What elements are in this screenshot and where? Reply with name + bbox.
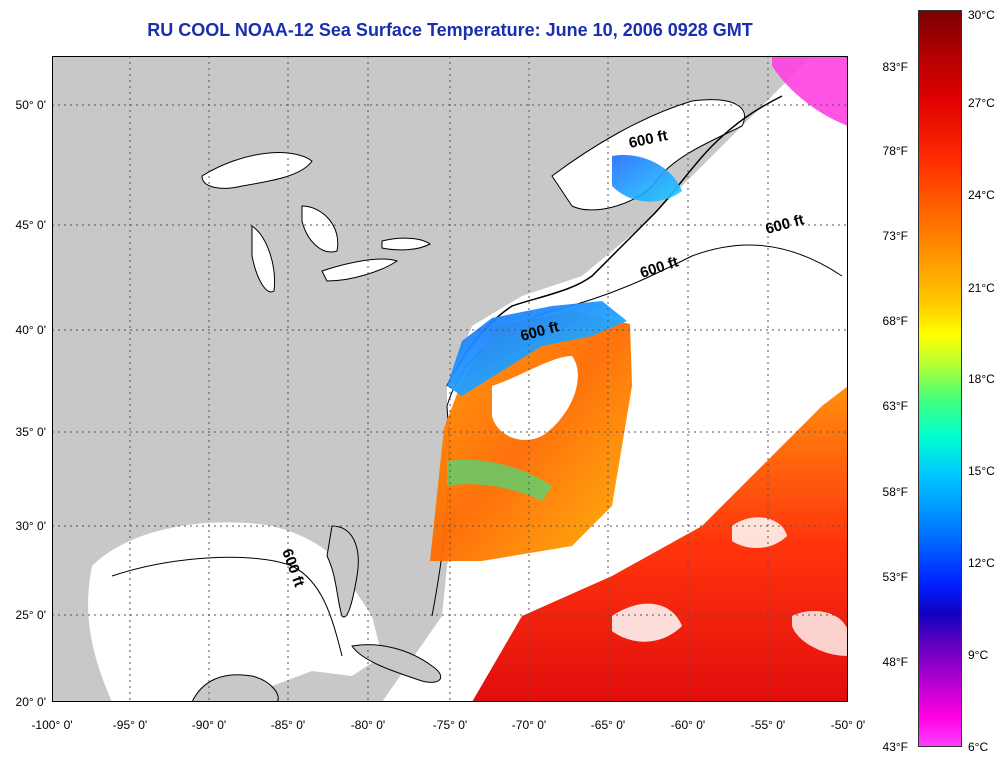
sst-swath-cloud bbox=[492, 356, 578, 440]
sst-south-hot bbox=[472, 386, 848, 702]
scale-f-43: 43°F bbox=[882, 740, 908, 754]
scale-c-21: 21°C bbox=[968, 281, 995, 295]
lat-label-35: 35° 0' bbox=[15, 425, 46, 439]
lon-label-70: -70° 0' bbox=[511, 718, 547, 732]
us-east-coastline bbox=[446, 95, 783, 387]
scale-f-63: 63°F bbox=[882, 399, 908, 413]
lon-label-80: -80° 0' bbox=[350, 718, 386, 732]
florida-land bbox=[326, 525, 359, 618]
gulf-of-mexico bbox=[88, 522, 382, 702]
scale-c-30: 30°C bbox=[968, 8, 995, 22]
scale-f-53: 53°F bbox=[882, 570, 908, 584]
scale-c-15: 15°C bbox=[968, 464, 995, 478]
lat-label-20: 20° 0' bbox=[15, 695, 46, 709]
scale-c-24: 24°C bbox=[968, 188, 995, 202]
lon-label-50: -50° 0' bbox=[830, 718, 866, 732]
lat-label-40: 40° 0' bbox=[15, 323, 46, 337]
lon-label-65: -65° 0' bbox=[590, 718, 626, 732]
cuba-land bbox=[351, 644, 442, 683]
sst-nova-scotia-cold bbox=[612, 155, 682, 202]
color-scale-bar bbox=[918, 10, 962, 747]
scale-f-68: 68°F bbox=[882, 314, 908, 328]
caribbean-land bbox=[191, 674, 279, 702]
sst-south-cloud-3 bbox=[792, 611, 848, 656]
scale-f-58: 58°F bbox=[882, 485, 908, 499]
lon-label-75: -75° 0' bbox=[432, 718, 468, 732]
scale-f-48: 48°F bbox=[882, 655, 908, 669]
scale-f-83: 83°F bbox=[882, 60, 908, 74]
lon-label-55: -55° 0' bbox=[750, 718, 786, 732]
lon-label-85: -85° 0' bbox=[270, 718, 306, 732]
lat-label-45: 45° 0' bbox=[15, 218, 46, 232]
great-lake-ontario bbox=[381, 237, 431, 251]
scale-c-18: 18°C bbox=[968, 372, 995, 386]
lat-label-25: 25° 0' bbox=[15, 608, 46, 622]
sst-south-cloud-2 bbox=[732, 517, 787, 548]
scale-f-73: 73°F bbox=[882, 229, 908, 243]
great-lake-huron bbox=[301, 205, 339, 253]
scale-c-9: 9°C bbox=[968, 648, 989, 662]
lon-label-90: -90° 0' bbox=[191, 718, 227, 732]
sst-labrador-magenta bbox=[772, 56, 848, 126]
sst-gulfstream-green bbox=[447, 459, 552, 501]
sst-swath-cold bbox=[447, 301, 627, 396]
scale-f-78: 78°F bbox=[882, 144, 908, 158]
scale-c-12: 12°C bbox=[968, 556, 995, 570]
sst-map[interactable]: 600 ft 600 ft 600 ft 600 ft 600 ft bbox=[52, 56, 848, 702]
lon-label-60: -60° 0' bbox=[670, 718, 706, 732]
lon-label-95: -95° 0' bbox=[112, 718, 148, 732]
map-title: RU COOL NOAA-12 Sea Surface Temperature:… bbox=[147, 20, 753, 40]
great-lake-superior bbox=[201, 152, 313, 189]
sst-south-cloud-1 bbox=[612, 603, 682, 642]
scale-c-6: 6°C bbox=[968, 740, 989, 754]
gulf-st-lawrence bbox=[551, 99, 745, 211]
lon-label-100: -100° 0' bbox=[31, 718, 73, 732]
great-lake-michigan bbox=[251, 225, 276, 293]
great-lake-erie bbox=[321, 258, 399, 282]
map-canvas: 600 ft 600 ft 600 ft 600 ft 600 ft bbox=[52, 56, 848, 702]
lat-label-30: 30° 0' bbox=[15, 519, 46, 533]
scale-c-27: 27°C bbox=[968, 96, 995, 110]
lat-label-50: 50° 0' bbox=[15, 98, 46, 112]
grid-lines bbox=[52, 56, 848, 702]
